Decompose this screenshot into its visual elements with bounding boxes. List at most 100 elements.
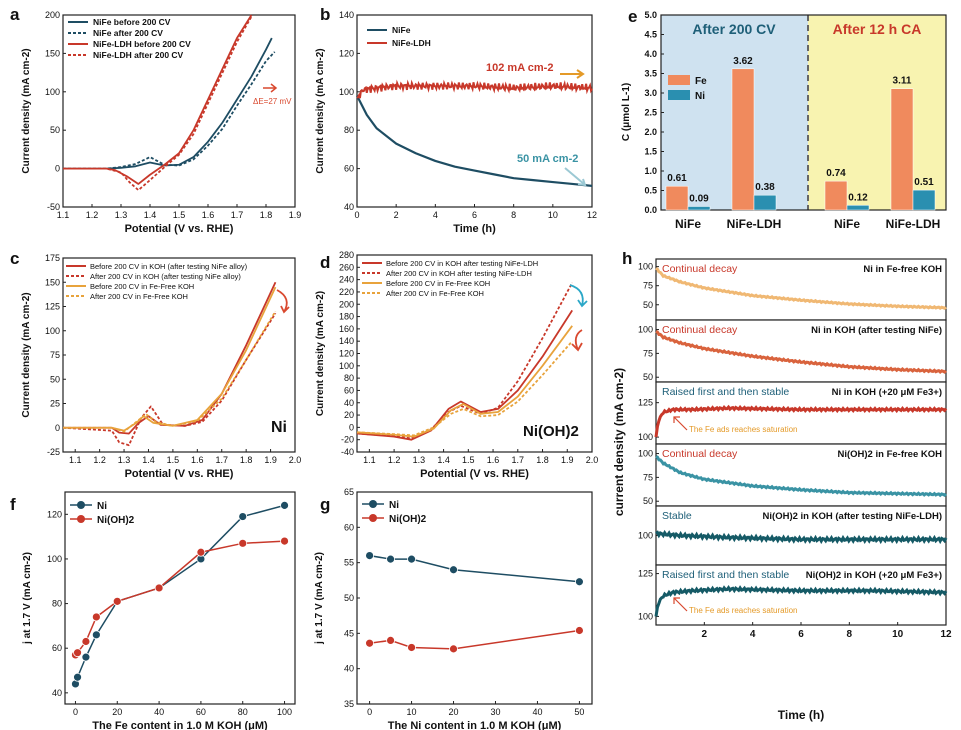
arrow-icon xyxy=(564,167,587,187)
x-tick-label: 1.6 xyxy=(202,210,215,220)
y-tick-label: 60 xyxy=(344,522,354,532)
arrow-icon xyxy=(673,597,688,612)
x-tick-label: 1.4 xyxy=(144,210,157,220)
subplot-frame xyxy=(655,319,947,383)
y-tick-label: 4.0 xyxy=(644,49,657,59)
series-line-b-1 xyxy=(356,79,593,99)
y-tick-label: 175 xyxy=(45,253,60,263)
panel-label: d xyxy=(320,253,330,272)
y-axis-label: Current density (mA cm-2) xyxy=(315,48,326,173)
y-tick-label: -25 xyxy=(47,447,60,457)
series-line-h-1 xyxy=(655,330,948,375)
y-tick-label: 120 xyxy=(339,48,354,58)
data-point-f-1 xyxy=(81,637,91,646)
y-tick-label: 20 xyxy=(344,410,354,420)
y-tick-label: 50 xyxy=(643,300,653,310)
x-tick-label: 1.5 xyxy=(167,455,180,465)
bar-ni xyxy=(687,206,711,211)
legend-label: NiFe after 200 CV xyxy=(93,28,163,38)
y-axis-label: current density (mA cm-2) xyxy=(612,368,626,516)
series-line-c-3 xyxy=(63,310,277,433)
x-tick-label: 8 xyxy=(511,210,516,220)
legend-marker xyxy=(369,514,377,522)
x-axis-label: Time (h) xyxy=(453,223,496,235)
series-line-h-2 xyxy=(654,404,948,438)
data-point-g-0 xyxy=(386,554,395,564)
status-label: Continual decay xyxy=(662,324,738,336)
y-tick-label: 220 xyxy=(339,287,354,297)
x-tick-label: 1.5 xyxy=(173,210,186,220)
y-tick-label: -50 xyxy=(47,202,60,212)
panel-label: e xyxy=(628,7,637,26)
series-line-a-1 xyxy=(63,51,276,170)
x-tick-label: 1.8 xyxy=(536,455,549,465)
series-line-g-1 xyxy=(369,629,580,650)
x-tick-label: 0 xyxy=(354,210,359,220)
data-point-g-1 xyxy=(386,636,395,645)
y-axis-label: C (μmol L-1) xyxy=(621,83,632,141)
x-tick-label: 2 xyxy=(394,210,399,220)
data-point-f-0 xyxy=(91,630,101,640)
series-line-d-3 xyxy=(356,340,573,437)
y-tick-label: 4.5 xyxy=(644,30,657,40)
x-tick-label: 1.7 xyxy=(231,210,244,220)
y-tick-label: 50 xyxy=(50,125,60,135)
bg-after-12h-ca xyxy=(808,15,946,210)
y-tick-label: 3.5 xyxy=(644,69,657,79)
y-axis-label: j at 1.7 V (mA cm-2) xyxy=(314,552,325,645)
y-tick-label: 260 xyxy=(339,262,354,272)
legend-marker xyxy=(77,501,85,509)
y-tick-label: 65 xyxy=(344,487,354,497)
series-line-b-0 xyxy=(356,95,593,187)
y-axis-label: Current density (mA cm-2) xyxy=(21,292,32,417)
x-tick-label: 1.3 xyxy=(413,455,426,465)
y-tick-label: 100 xyxy=(638,325,653,335)
series-line-h-5 xyxy=(654,585,948,617)
x-tick-label: 1.2 xyxy=(388,455,401,465)
category-label: NiFe-LDH xyxy=(886,217,941,231)
bar-ni xyxy=(846,205,870,211)
status-label: Raised first and then stable xyxy=(662,569,789,581)
subplot-title: Ni in KOH (+20 μM Fe3+) xyxy=(832,387,942,398)
x-tick-label: 1.9 xyxy=(264,455,277,465)
panel-label: g xyxy=(320,495,330,514)
series-line-f-0 xyxy=(74,504,285,685)
y-tick-label: 200 xyxy=(339,299,354,309)
bar-value-label: 3.62 xyxy=(733,56,753,67)
x-tick-label: 1.2 xyxy=(93,455,106,465)
x-tick-label: 1.8 xyxy=(260,210,273,220)
x-tick-label: 2.0 xyxy=(586,455,599,465)
series-line-a-0 xyxy=(63,37,273,170)
subplot-frame xyxy=(655,381,947,445)
y-tick-label: 1.0 xyxy=(644,166,657,176)
y-tick-label: 240 xyxy=(339,275,354,285)
series-line-c-1 xyxy=(62,312,277,447)
y-tick-label: 55 xyxy=(344,558,354,568)
data-point-f-0 xyxy=(73,672,82,682)
x-tick-label: 20 xyxy=(112,707,122,717)
data-point-g-0 xyxy=(449,565,458,575)
x-tick-label: 10 xyxy=(407,707,417,717)
legend-swatch xyxy=(668,75,690,85)
x-tick-label: 1.1 xyxy=(69,455,82,465)
subplot-frame xyxy=(655,564,947,626)
subplot-title: Ni in KOH (after testing NiFe) xyxy=(811,325,942,336)
y-tick-label: -20 xyxy=(341,435,354,445)
series-line-c-2 xyxy=(63,286,277,432)
x-axis-label: Time (h) xyxy=(778,708,824,722)
x-tick-label: 1.4 xyxy=(142,455,155,465)
subplot-frame xyxy=(655,258,947,321)
x-tick-label: 0 xyxy=(367,707,372,717)
y-tick-label: 80 xyxy=(344,373,354,383)
x-axis-label: Potential (V vs. RHE) xyxy=(420,468,529,480)
legend-label: NiFe before 200 CV xyxy=(93,17,171,27)
x-tick-label: 1.6 xyxy=(191,455,204,465)
legend-label: NiFe-LDH xyxy=(392,38,431,48)
bar-ni xyxy=(912,189,936,211)
inset-label: Ni xyxy=(271,419,287,436)
bar-value-label: 0.74 xyxy=(826,168,846,179)
x-tick-label: 1.7 xyxy=(215,455,228,465)
group-title: After 200 CV xyxy=(692,21,776,37)
legend-label: Before 200 CV in KOH after testing NiFe-… xyxy=(386,259,538,268)
series-line-h-4 xyxy=(655,529,948,545)
